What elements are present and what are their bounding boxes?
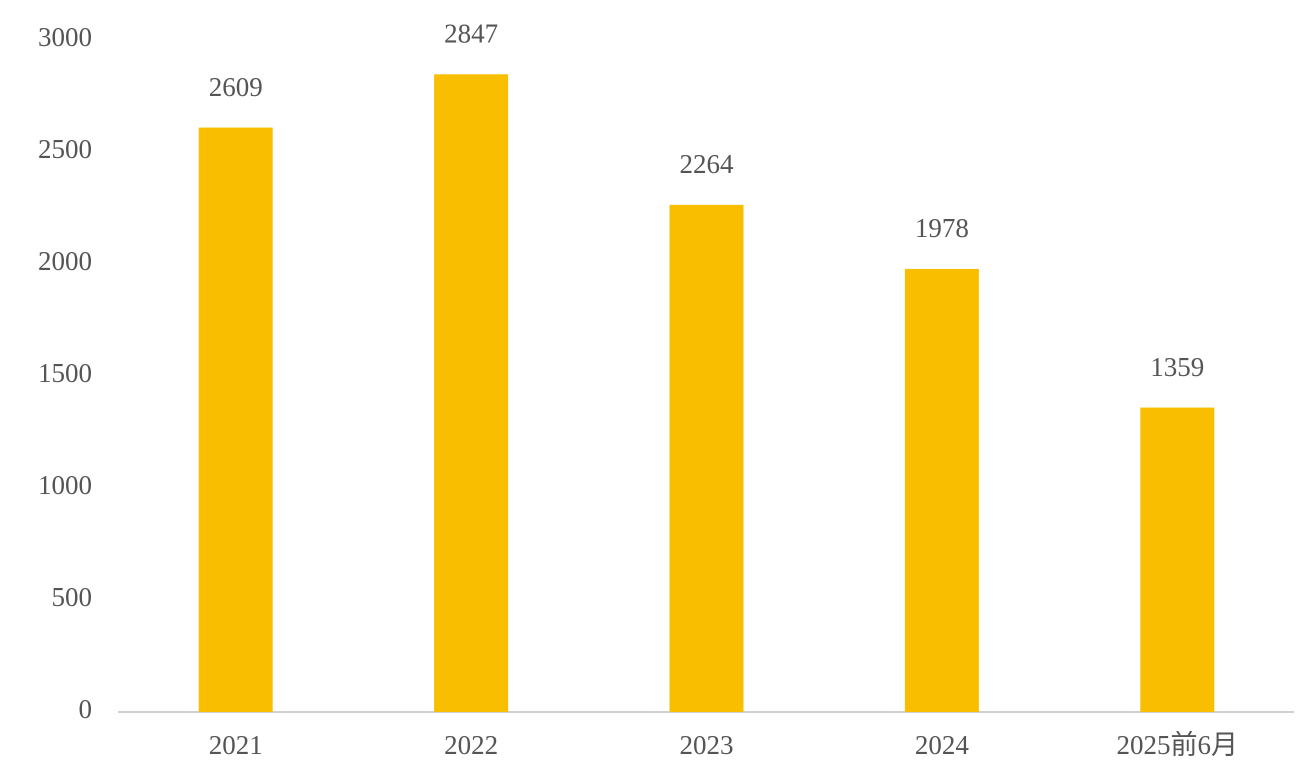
bar [434, 74, 509, 713]
bar [1140, 407, 1215, 712]
x-tick-label: 2021 [209, 730, 263, 760]
y-tick-label: 0 [79, 694, 93, 724]
y-tick-label: 1000 [38, 470, 92, 500]
x-tick-label: 2024 [915, 730, 970, 760]
x-tick-label: 2023 [680, 730, 734, 760]
x-tick-label: 2022 [444, 730, 498, 760]
data-label: 2847 [444, 18, 498, 48]
y-tick-label: 2000 [38, 246, 92, 276]
data-label: 1359 [1150, 352, 1204, 382]
bar [669, 204, 744, 712]
y-tick-label: 1500 [38, 358, 92, 388]
data-label: 2609 [209, 72, 263, 102]
y-tick-label: 2500 [38, 134, 92, 164]
data-label: 2264 [680, 149, 735, 179]
bar [904, 268, 979, 712]
x-tick-label: 2025前6月 [1117, 730, 1239, 760]
bar [198, 127, 273, 713]
data-label: 1978 [915, 213, 969, 243]
y-tick-label: 500 [52, 582, 93, 612]
y-tick-label: 3000 [38, 22, 92, 52]
